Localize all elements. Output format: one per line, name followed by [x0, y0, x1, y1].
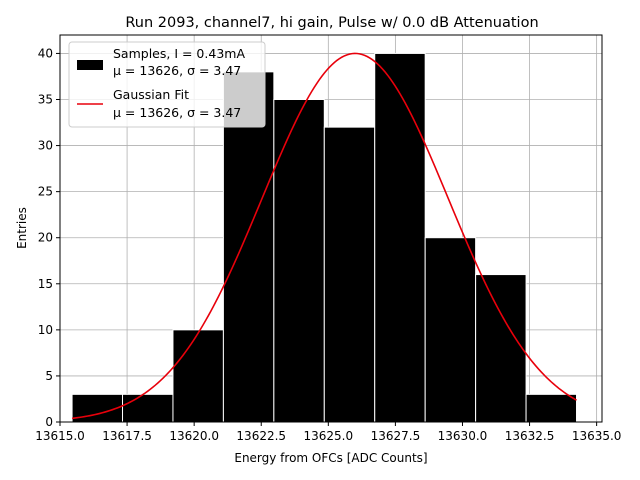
histogram-bar	[122, 393, 174, 423]
legend: Samples, I = 0.43mA μ = 13626, σ = 3.47 …	[68, 41, 266, 128]
legend-label-fit: Gaussian Fit	[113, 87, 189, 102]
y-tick-label: 10	[38, 323, 53, 337]
y-tick-label: 40	[38, 46, 53, 60]
x-tick-label: 13620.0	[169, 429, 219, 443]
chart-title: Run 2093, channel7, hi gain, Pulse w/ 0.…	[125, 15, 538, 31]
histogram-bar	[424, 237, 477, 423]
x-axis-ticks: 13615.0 13617.5 13620.0 13622.5 13625.0 13627…	[35, 422, 621, 443]
y-axis-ticks: 0 5 10 15 20 25 30 35 40	[38, 46, 60, 429]
x-tick-label: 13632.5	[505, 429, 555, 443]
x-tick-label: 13627.5	[371, 429, 421, 443]
x-tick-label: 13625.0	[304, 429, 354, 443]
y-tick-label: 35	[38, 93, 53, 107]
legend-swatch-samples	[77, 60, 103, 70]
histogram-bar	[374, 52, 426, 423]
x-tick-label: 13617.5	[102, 429, 152, 443]
y-axis-label: Entries	[15, 207, 29, 249]
x-tick-label: 13622.5	[236, 429, 286, 443]
y-tick-label: 0	[45, 415, 53, 429]
legend-label-fit-stats: μ = 13626, σ = 3.47	[113, 105, 241, 120]
plot-frame	[59, 34, 603, 423]
y-tick-label: 30	[38, 139, 53, 153]
x-tick-label: 13635.0	[572, 429, 622, 443]
x-axis-label: Energy from OFCs [ADC Counts]	[234, 451, 427, 465]
y-tick-label: 25	[38, 185, 53, 199]
histogram-bar	[525, 393, 578, 423]
y-tick-label: 20	[38, 231, 53, 245]
legend-label-samples: Samples, I = 0.43mA	[113, 46, 245, 61]
y-tick-label: 15	[38, 277, 53, 291]
histogram-bars	[71, 52, 578, 423]
legend-box	[68, 41, 266, 128]
x-tick-label: 13630.0	[438, 429, 488, 443]
histogram-bar	[222, 71, 275, 423]
histogram-bar	[323, 126, 376, 423]
histogram-bar	[273, 99, 325, 423]
y-tick-label: 5	[45, 369, 53, 383]
x-tick-label: 13615.0	[35, 429, 85, 443]
gaussian-fit-line	[71, 52, 577, 420]
histogram-bar	[475, 274, 527, 423]
legend-label-samples-stats: μ = 13626, σ = 3.47	[113, 63, 241, 78]
histogram-bar	[172, 329, 224, 423]
